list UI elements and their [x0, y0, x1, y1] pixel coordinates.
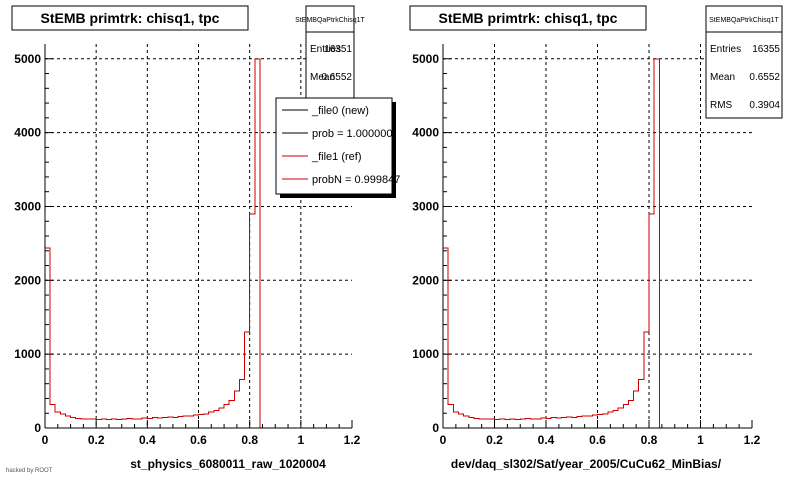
y-tick-label: 2000: [412, 273, 439, 287]
x-tick-label: 0.8: [641, 433, 658, 447]
stats-label: Entries: [310, 44, 341, 55]
y-tick-label: 0: [34, 421, 41, 435]
x-tick-label: 0.4: [139, 433, 156, 447]
stats-value: 16351: [324, 44, 352, 55]
chart-title: StEMB primtrk: chisq1, tpc: [439, 10, 618, 26]
title-box: [11, 5, 249, 31]
x-tick-label: 0.6: [190, 433, 207, 447]
footer-text: hacked by ROOT: [6, 468, 53, 474]
legend-entry-label: _file0 (new): [311, 105, 369, 117]
stats-value: 0.6552: [321, 72, 352, 83]
y-tick-label: 3000: [14, 199, 41, 213]
x-tick-label: 1: [297, 433, 304, 447]
y-tick-label: 5000: [14, 52, 41, 66]
x-tick-label: 1.2: [344, 433, 361, 447]
stats-label: RMS: [710, 100, 733, 111]
stats-box: [705, 5, 783, 119]
title-box: [409, 5, 647, 31]
left-histogram-panel: 0 0.2 0.4 0.6 0.8 1 1.2 0 1000 2000 3000 4000 5000 st…: [11, 5, 400, 471]
x-tick-label: 1: [697, 433, 704, 447]
y-tick-label: 3000: [412, 199, 439, 213]
stats-label: Mean: [710, 72, 735, 83]
y-tick-label: 4000: [14, 126, 41, 140]
stats-box-name: StEMBQaPtrkChisq1T: [709, 17, 779, 24]
x-axis-title: dev/daq_sl302/Sat/year_2005/CuCu62_MinBi…: [451, 457, 722, 471]
stats-value: 0.3904: [749, 100, 780, 111]
chart-title: StEMB primtrk: chisq1, tpc: [41, 10, 220, 26]
x-axis-title: st_physics_6080011_raw_1020004: [130, 457, 326, 471]
x-tick-label: 0: [440, 433, 447, 447]
y-tick-label: 1000: [14, 347, 41, 361]
y-tick-label: 5000: [412, 52, 439, 66]
y-tick-label: 0: [432, 421, 439, 435]
y-tick-label: 4000: [412, 126, 439, 140]
stats-value: 0.6552: [749, 72, 780, 83]
stats-label: Mean: [310, 72, 335, 83]
x-tick-label: 0.2: [88, 433, 105, 447]
legend-entry-label: prob = 1.000000: [312, 128, 392, 140]
x-tick-label: 1.2: [744, 433, 761, 447]
x-tick-label: 0.4: [538, 433, 555, 447]
x-tick-label: 0: [42, 433, 49, 447]
legend-box: [275, 97, 393, 195]
y-tick-label: 1000: [412, 347, 439, 361]
legend-entry-label: _file1 (ref): [311, 151, 362, 163]
x-tick-label: 0.8: [241, 433, 258, 447]
x-tick-label: 0.2: [486, 433, 503, 447]
x-tick-label: 0.6: [589, 433, 606, 447]
stats-value: 16355: [752, 44, 780, 55]
y-tick-label: 2000: [14, 273, 41, 287]
stats-box-name: StEMBQaPtrkChisq1T: [295, 17, 365, 24]
right-histogram-panel: 0 0.2 0.4 0.6 0.8 1 1.2 0 1000 2000 3000 4000 5000 de…: [409, 5, 783, 471]
stats-label: Entries: [710, 44, 741, 55]
legend-entry-label: probN = 0.999847: [312, 174, 400, 186]
